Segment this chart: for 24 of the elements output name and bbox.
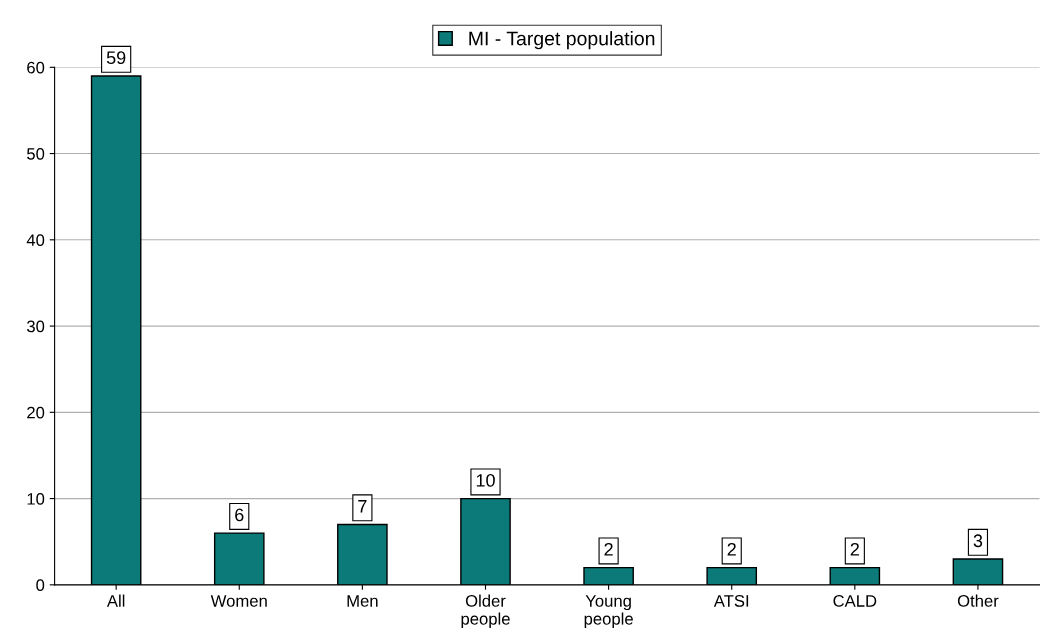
y-tick-label: 60	[27, 61, 45, 74]
data-label: 59	[106, 51, 126, 65]
y-tick-label: 40	[26, 234, 45, 247]
y-tick-label: 20	[27, 406, 45, 419]
y-tick-label: 0	[36, 579, 45, 592]
data-label: 6	[235, 508, 244, 522]
data-label: 2	[604, 542, 613, 556]
y-tick-label: 30	[26, 320, 45, 333]
data-label: 10	[476, 473, 495, 487]
data-label: 2	[727, 542, 736, 556]
data-label: 2	[850, 542, 859, 556]
x-tick-label: Young people	[584, 595, 633, 629]
x-tick-label: Men	[347, 595, 378, 607]
y-tick-label: 10	[27, 492, 45, 505]
data-label: 3	[973, 534, 983, 548]
x-tick-label: All	[106, 594, 125, 607]
data-label: 7	[358, 500, 367, 513]
y-tick-label: 50	[27, 147, 45, 160]
legend-label: MI - Target population	[469, 31, 655, 50]
x-tick-label: Women	[210, 595, 267, 607]
x-tick-label: CALD	[833, 595, 877, 607]
x-tick-label: Other	[957, 594, 999, 607]
x-tick-label: Older people	[461, 594, 510, 629]
x-tick-label: ATSI	[713, 595, 749, 607]
